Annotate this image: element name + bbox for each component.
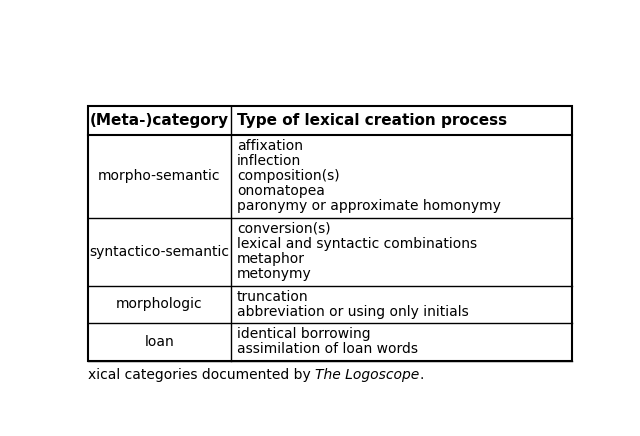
Text: morphologic: morphologic xyxy=(116,297,202,311)
Text: inflection: inflection xyxy=(237,154,301,168)
Text: syntactico-semantic: syntactico-semantic xyxy=(89,245,229,259)
Text: truncation: truncation xyxy=(237,290,308,303)
Bar xyxy=(88,106,572,361)
Text: morpho-semantic: morpho-semantic xyxy=(98,170,220,184)
Text: conversion(s): conversion(s) xyxy=(237,222,330,236)
Text: abbreviation or using only initials: abbreviation or using only initials xyxy=(237,305,468,319)
Text: (Meta-)category: (Meta-)category xyxy=(90,113,228,128)
Text: metaphor: metaphor xyxy=(237,252,305,266)
Text: lexical and syntactic combinations: lexical and syntactic combinations xyxy=(237,237,477,251)
Text: xical categories documented by: xical categories documented by xyxy=(88,368,315,382)
Text: paronymy or approximate homonymy: paronymy or approximate homonymy xyxy=(237,199,500,213)
Text: Type of lexical creation process: Type of lexical creation process xyxy=(237,113,507,128)
Text: loan: loan xyxy=(145,335,174,349)
Text: onomatopea: onomatopea xyxy=(237,184,324,198)
Text: affixation: affixation xyxy=(237,139,303,153)
Text: assimilation of loan words: assimilation of loan words xyxy=(237,342,418,356)
Text: .: . xyxy=(419,368,424,382)
Text: metonymy: metonymy xyxy=(237,267,312,281)
Text: The Logoscope: The Logoscope xyxy=(315,368,419,382)
Text: composition(s): composition(s) xyxy=(237,169,339,183)
Text: identical borrowing: identical borrowing xyxy=(237,327,371,341)
